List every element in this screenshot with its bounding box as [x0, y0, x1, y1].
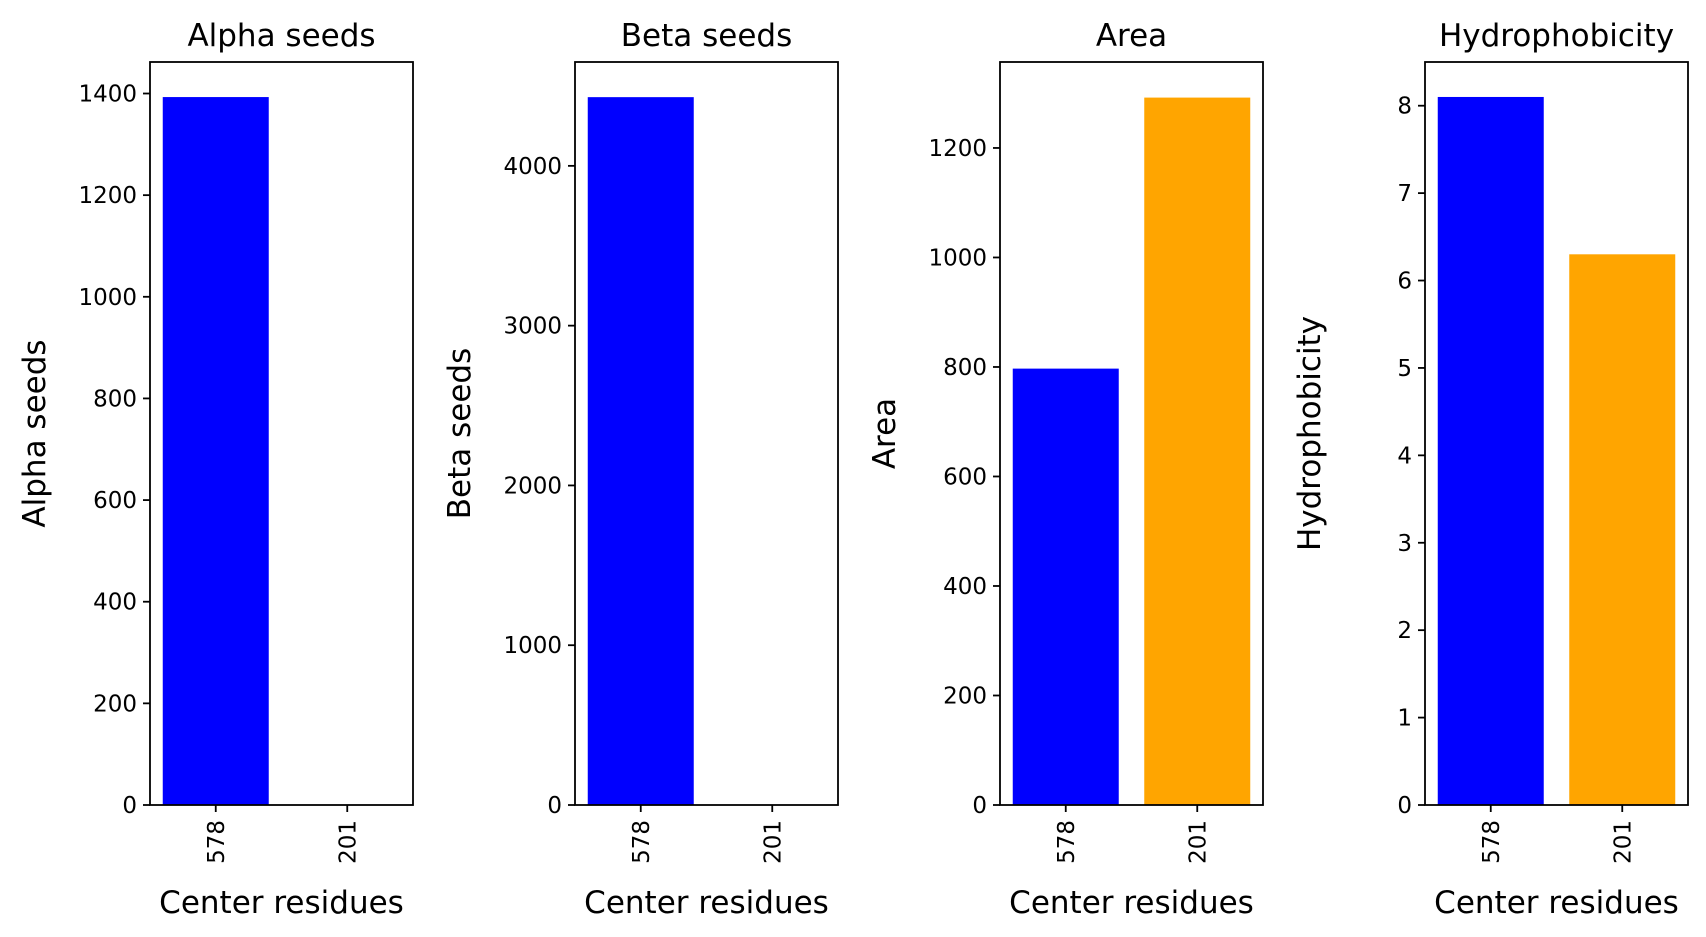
- y-tick-label: 4: [1397, 443, 1412, 469]
- y-tick-label: 800: [93, 386, 137, 412]
- x-axis-label: Center residues: [1434, 885, 1679, 921]
- x-tick-label: 578: [1479, 820, 1505, 864]
- y-tick-label: 3: [1397, 531, 1412, 557]
- y-tick-label: 1200: [928, 136, 987, 162]
- y-tick-label: 0: [1397, 793, 1412, 819]
- y-tick-label: 8: [1397, 94, 1412, 120]
- y-tick-label: 0: [122, 793, 137, 819]
- chart-title: Beta seeds: [621, 18, 792, 54]
- x-tick-label: 578: [1054, 820, 1080, 864]
- bar: [162, 97, 269, 805]
- y-tick-label: 1000: [928, 245, 987, 271]
- y-tick-label: 800: [943, 355, 987, 381]
- chart-title: Area: [1096, 18, 1167, 54]
- y-tick-label: 0: [972, 793, 987, 819]
- chart-title: Hydrophobicity: [1439, 18, 1674, 54]
- x-tick-label: 201: [760, 820, 786, 864]
- x-tick-label: 201: [1610, 820, 1636, 864]
- y-tick-label: 2: [1397, 618, 1412, 644]
- y-tick-label: 1000: [78, 285, 137, 311]
- chart-panel: 0 200 400 600 800 1000 1200 578 201 Area Center re…: [867, 18, 1264, 921]
- y-axis-label: Hydrophobicity: [1292, 316, 1328, 551]
- y-tick-label: 600: [93, 488, 137, 514]
- x-tick-label: 578: [629, 820, 655, 864]
- y-tick-label: 200: [93, 691, 137, 717]
- chart-title: Alpha seeds: [187, 18, 375, 54]
- y-tick-label: 400: [943, 574, 987, 600]
- bar: [587, 97, 694, 805]
- x-axis-label: Center residues: [1009, 885, 1254, 921]
- y-axis-label: Beta seeds: [442, 348, 478, 519]
- y-tick-label: 1: [1397, 706, 1412, 732]
- y-tick-label: 6: [1397, 269, 1412, 295]
- plot-frame: [1424, 61, 1689, 806]
- chart-panel: 0 1000 2000 3000 4000 578 201 Beta seeds Center …: [442, 18, 839, 921]
- y-axis-label: Area: [867, 398, 903, 469]
- y-axis-label: Alpha seeds: [17, 339, 53, 527]
- x-tick-label: 201: [335, 820, 361, 864]
- bar: [1012, 368, 1119, 805]
- bar: [1569, 254, 1676, 805]
- x-tick-label: 578: [204, 820, 230, 864]
- chart-panel: 0 200 400 600 800 1000 1200 1400 578 201 Alpha see…: [17, 18, 414, 921]
- y-tick-label: 7: [1397, 181, 1412, 207]
- x-tick-label: 201: [1185, 820, 1211, 864]
- x-axis-label: Center residues: [159, 885, 404, 921]
- plot-frame: [149, 61, 414, 806]
- chart-panel: 0 1 2 3 4 5 6 7 8 578 201 Hydrophobicity Center resi…: [1292, 18, 1689, 921]
- y-tick-label: 4000: [503, 154, 562, 180]
- y-tick-label: 1400: [78, 82, 137, 108]
- plot-frame: [574, 61, 839, 806]
- y-tick-label: 1200: [78, 183, 137, 209]
- y-tick-label: 1000: [503, 633, 562, 659]
- x-axis-label: Center residues: [584, 885, 829, 921]
- y-tick-label: 400: [93, 590, 137, 616]
- y-tick-label: 5: [1397, 356, 1412, 382]
- y-tick-label: 0: [547, 793, 562, 819]
- y-tick-label: 3000: [503, 314, 562, 340]
- plot-frame: [999, 61, 1264, 806]
- y-tick-label: 2000: [503, 473, 562, 499]
- bar: [1437, 96, 1544, 805]
- y-tick-label: 200: [943, 683, 987, 709]
- bar: [1144, 97, 1251, 805]
- y-tick-label: 600: [943, 464, 987, 490]
